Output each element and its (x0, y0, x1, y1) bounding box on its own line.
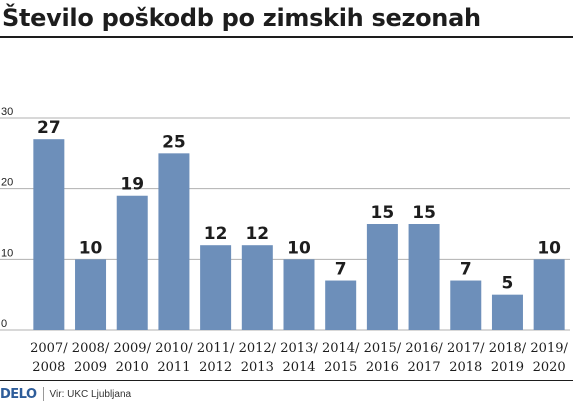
x-tick-label: 2010/ (155, 341, 193, 356)
bar (241, 245, 273, 330)
x-tick-label: 2018 (449, 360, 482, 375)
data-label: 5 (502, 274, 514, 294)
data-label: 27 (37, 118, 61, 138)
x-tick-label: 2007/ (30, 341, 68, 356)
data-label: 25 (162, 132, 186, 152)
x-tick-label: 2009/ (113, 341, 151, 356)
x-tick-label: 2008/ (72, 341, 110, 356)
footer-divider (0, 380, 573, 381)
bar (116, 195, 148, 330)
footer-separator (42, 387, 44, 401)
y-tick-label: 20 (1, 177, 13, 189)
bar (491, 294, 523, 330)
x-tick-label: 2015 (324, 360, 357, 375)
y-tick-label: 0 (1, 318, 7, 330)
data-label: 12 (204, 224, 228, 244)
data-label: 7 (460, 260, 472, 280)
data-label: 7 (335, 260, 347, 280)
x-tick-label: 2012 (199, 360, 232, 375)
x-tick-label: 2019 (491, 360, 524, 375)
data-label: 15 (371, 203, 395, 223)
bar (450, 280, 482, 330)
x-tick-label: 2017 (408, 360, 441, 375)
x-tick-label: 2013 (241, 360, 274, 375)
data-label: 12 (245, 224, 269, 244)
y-tick-label: 30 (1, 106, 13, 118)
x-tick-label: 2009 (74, 360, 107, 375)
x-tick-label: 2013/ (280, 341, 318, 356)
data-label: 10 (79, 238, 103, 258)
footer-credit: DELO Vir: UKC Ljubljana (0, 385, 131, 403)
x-tick-label: 2011 (157, 360, 190, 375)
data-label: 10 (537, 238, 561, 258)
x-tick-label: 2012/ (239, 341, 277, 356)
x-tick-label: 2018/ (489, 341, 527, 356)
x-tick-label: 2016 (366, 360, 399, 375)
x-tick-label: 2014 (282, 360, 315, 375)
x-tick-label: 2010 (116, 360, 149, 375)
data-label: 15 (412, 203, 436, 223)
bar (200, 245, 232, 330)
title-divider (0, 36, 573, 38)
x-tick-label: 2014/ (322, 341, 360, 356)
x-tick-label: 2011/ (197, 341, 235, 356)
x-tick-label: 2008 (32, 360, 65, 375)
bar (408, 224, 440, 330)
data-label: 19 (120, 175, 144, 195)
x-tick-label: 2015/ (364, 341, 402, 356)
x-tick-label: 2019/ (530, 341, 568, 356)
delo-logo: DELO (0, 386, 37, 402)
bar (533, 259, 565, 330)
bar (75, 259, 107, 330)
bar (366, 224, 398, 330)
bar (158, 153, 190, 330)
data-label: 10 (287, 238, 311, 258)
y-tick-label: 10 (1, 247, 13, 259)
bar (325, 280, 357, 330)
x-tick-label: 2020 (533, 360, 566, 375)
bar (283, 259, 315, 330)
bar-chart: 0 10 20 30 27 2007/2008 10 2008/2009 19 2009/2010… (0, 106, 570, 375)
source-note: Vir: UKC Ljubljana (49, 388, 132, 400)
bar (33, 139, 65, 330)
x-tick-label: 2016/ (405, 341, 443, 356)
chart-title: Število poškodb po zimskih sezonah (2, 4, 481, 32)
x-tick-label: 2017/ (447, 341, 485, 356)
